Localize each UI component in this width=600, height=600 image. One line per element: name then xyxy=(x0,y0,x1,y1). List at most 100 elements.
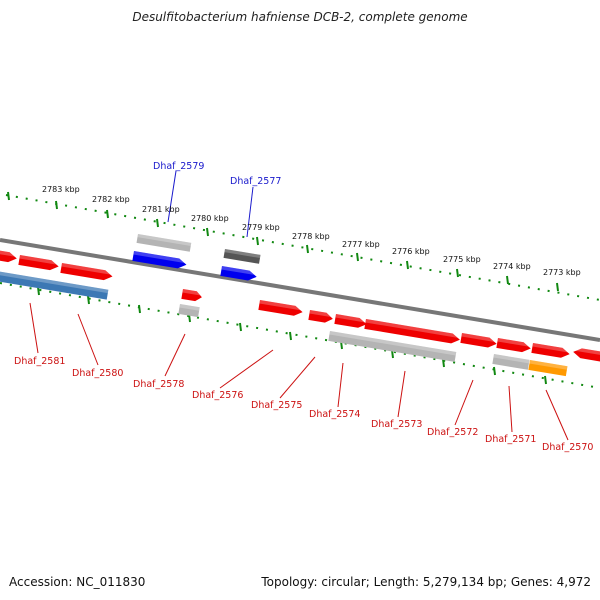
major-tick xyxy=(256,236,259,246)
major-tick xyxy=(356,252,359,262)
outer-ruler-ticks xyxy=(5,194,600,301)
gene-highlight xyxy=(461,333,498,343)
gene-highlight xyxy=(0,249,18,258)
leader-line xyxy=(164,333,186,377)
leader-line xyxy=(279,356,316,399)
gene-label-dhaf-2575[interactable]: Dhaf_2575 xyxy=(251,400,302,411)
major-ticks xyxy=(7,191,559,385)
gene-highlight xyxy=(0,270,109,294)
gene-highlight xyxy=(365,319,461,339)
major-tick xyxy=(7,191,10,201)
major-tick xyxy=(456,268,459,278)
gene-dhaf-2581 xyxy=(0,270,109,300)
gene-highlight xyxy=(573,347,600,358)
gene-highlight xyxy=(224,249,261,259)
accession-text: Accession: NC_011830 xyxy=(9,575,146,589)
scale-label: 2778 kbp xyxy=(292,232,330,241)
gene-body xyxy=(132,251,187,269)
gene-dhaf-2579b xyxy=(132,251,188,269)
leader-line xyxy=(29,302,39,354)
gene-label-dhaf-2573[interactable]: Dhaf_2573 xyxy=(371,419,422,430)
gene-label-dhaf-2571[interactable]: Dhaf_2571 xyxy=(485,434,536,445)
gene-highlight xyxy=(19,255,60,266)
gene-dhaf-2582 xyxy=(0,249,18,263)
gene-label-dhaf-2578[interactable]: Dhaf_2578 xyxy=(133,379,184,390)
gene-dhaf-2571 xyxy=(496,338,532,353)
gene-highlight xyxy=(137,234,192,246)
gene-body xyxy=(223,249,261,264)
gene-features xyxy=(0,234,600,377)
gene-dhaf-2574 xyxy=(334,314,368,328)
gene-dhaf-2575 xyxy=(308,310,334,323)
gene-label-dhaf-2577[interactable]: Dhaf_2577 xyxy=(230,176,281,187)
gene-body xyxy=(364,319,460,344)
gene-body xyxy=(308,310,333,323)
gene-label-dhaf-2572[interactable]: Dhaf_2572 xyxy=(427,427,478,438)
gene-label-dhaf-2579[interactable]: Dhaf_2579 xyxy=(153,161,204,172)
gene-highlight xyxy=(179,304,200,311)
scale-label: 2776 kbp xyxy=(392,247,430,256)
gene-highlight xyxy=(335,314,368,323)
gene-body xyxy=(328,331,457,362)
gene-label-dhaf-2581[interactable]: Dhaf_2581 xyxy=(14,356,65,367)
major-tick xyxy=(289,331,292,341)
gene-highlight xyxy=(529,360,568,370)
gene-label-dhaf-2576[interactable]: Dhaf_2576 xyxy=(192,390,243,401)
gene-label-dhaf-2570[interactable]: Dhaf_2570 xyxy=(542,442,593,453)
leader-line xyxy=(167,170,177,223)
gene-dhaf-2578 xyxy=(181,289,203,302)
leader-line xyxy=(508,385,513,433)
gene-body xyxy=(60,263,113,281)
leader-line xyxy=(77,313,99,366)
scale-label: 2783 kbp xyxy=(42,185,80,194)
major-tick xyxy=(506,275,509,285)
scale-label: 2775 kbp xyxy=(443,255,481,264)
gene-body xyxy=(334,314,367,328)
gene-body xyxy=(18,255,59,271)
genome-summary-text: Topology: circular; Length: 5,279,134 bp… xyxy=(261,575,591,589)
major-tick xyxy=(106,209,109,219)
major-tick xyxy=(156,218,159,228)
top-gene-labels: Dhaf_2579 Dhaf_2577 xyxy=(153,161,281,187)
leader-line xyxy=(219,349,274,389)
gene-body xyxy=(531,343,570,358)
gene-dhaf-2578b xyxy=(178,304,200,318)
major-tick xyxy=(306,244,309,254)
gene-body xyxy=(258,300,303,316)
gene-highlight xyxy=(497,338,532,348)
gene-dhaf-2577 xyxy=(223,249,261,264)
gene-body xyxy=(220,266,257,281)
gene-label-dhaf-2574[interactable]: Dhaf_2574 xyxy=(309,409,360,420)
major-tick xyxy=(138,304,141,314)
major-tick xyxy=(442,358,445,368)
gene-highlight xyxy=(221,266,258,276)
gene-highlight xyxy=(182,289,203,296)
gene-body xyxy=(181,289,202,302)
leader-line xyxy=(337,362,344,408)
label-leader-lines xyxy=(29,170,569,441)
scale-label: 2774 kbp xyxy=(493,262,531,271)
gene-dhaf-2572 xyxy=(460,333,498,348)
scale-label: 2780 kbp xyxy=(191,214,229,223)
gene-dhaf-2573b xyxy=(328,331,457,362)
gene-body xyxy=(0,249,17,263)
scale-label: 2779 kbp xyxy=(242,223,280,232)
gene-dhaf-2577b xyxy=(220,266,258,281)
gene-dhaf-2576 xyxy=(258,300,304,316)
major-tick xyxy=(406,260,409,270)
genome-backbone xyxy=(0,238,600,342)
gene-body xyxy=(136,234,192,252)
gene-dhaf-2581b xyxy=(18,255,60,271)
gene-label-dhaf-2580[interactable]: Dhaf_2580 xyxy=(72,368,123,379)
major-tick xyxy=(544,375,547,385)
gene-dhaf-2579 xyxy=(136,234,192,252)
major-tick xyxy=(239,322,242,332)
gene-body xyxy=(496,338,531,353)
gene-dhaf-2569 xyxy=(573,347,600,364)
bottom-gene-labels: Dhaf_2581 Dhaf_2580 Dhaf_2578 Dhaf_2576 … xyxy=(14,356,593,453)
gene-body xyxy=(178,304,200,318)
major-tick xyxy=(206,227,209,237)
gene-body xyxy=(573,348,600,364)
